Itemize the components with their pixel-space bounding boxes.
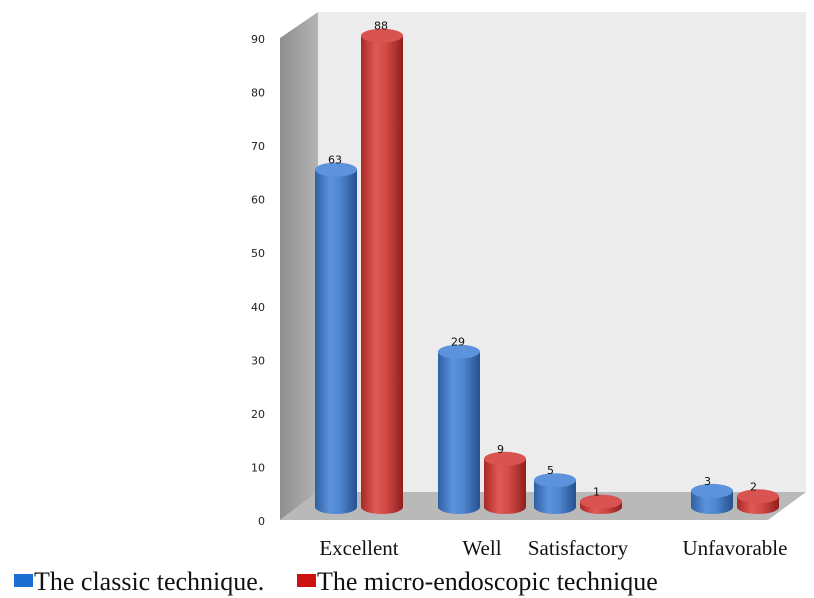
data-label: 9 (497, 443, 504, 456)
bar-classic (691, 483, 733, 514)
bar-micro-endoscopic (737, 489, 779, 514)
category-label: Well (462, 536, 501, 560)
y-tick-label: 10 (251, 461, 265, 474)
y-tick-label: 90 (251, 33, 265, 46)
bar-classic (315, 162, 357, 514)
y-tick-label: 20 (251, 408, 265, 421)
category-label: Satisfactory (528, 536, 629, 560)
bar-top (737, 489, 779, 504)
category-label: Unfavorable (683, 536, 788, 560)
bar-top (315, 162, 357, 177)
bar-micro-endoscopic (580, 494, 622, 514)
data-label: 3 (704, 475, 711, 488)
y-tick-label: 80 (251, 87, 265, 100)
data-label: 1 (593, 486, 600, 499)
y-tick-label: 50 (251, 247, 265, 260)
data-label: 5 (547, 464, 554, 477)
bar-top (691, 483, 733, 498)
bar-micro-endoscopic (361, 28, 403, 514)
bar-top (580, 494, 622, 509)
data-label: 63 (328, 154, 342, 167)
bar-body (361, 35, 403, 514)
y-axis-ticks: 0 10 20 30 40 50 60 70 80 90 (251, 33, 265, 528)
data-label: 2 (750, 480, 757, 493)
y-tick-label: 70 (251, 140, 265, 153)
data-label: 29 (451, 336, 465, 349)
bar-classic (438, 344, 480, 514)
legend: The classic technique. The micro-endosco… (14, 567, 658, 596)
bar-top (438, 344, 480, 359)
bars (315, 28, 779, 514)
bar-classic (534, 473, 576, 514)
legend-label-classic: The classic technique. (34, 567, 264, 596)
legend-swatch-classic (14, 574, 33, 587)
category-labels: Excellent Well Satisfactory Unfavorable (319, 536, 787, 560)
bar-body (438, 351, 480, 514)
legend-label-micro-endoscopic: The micro-endoscopic technique (317, 567, 658, 596)
category-label: Excellent (319, 536, 398, 560)
bar-top (484, 451, 526, 466)
bar-body (534, 480, 576, 514)
left-wall (280, 12, 318, 520)
bar-top (534, 473, 576, 488)
data-label: 88 (374, 20, 388, 33)
bar-top (361, 28, 403, 43)
legend-swatch-micro-endoscopic (297, 574, 316, 587)
data-labels: 63 88 29 9 5 1 3 2 (328, 20, 757, 499)
y-tick-label: 60 (251, 194, 265, 207)
y-tick-label: 0 (258, 515, 265, 528)
y-tick-label: 40 (251, 301, 265, 314)
bar-body (315, 169, 357, 514)
bar-micro-endoscopic (484, 451, 526, 514)
y-tick-label: 30 (251, 354, 265, 367)
bar-body (484, 458, 526, 514)
